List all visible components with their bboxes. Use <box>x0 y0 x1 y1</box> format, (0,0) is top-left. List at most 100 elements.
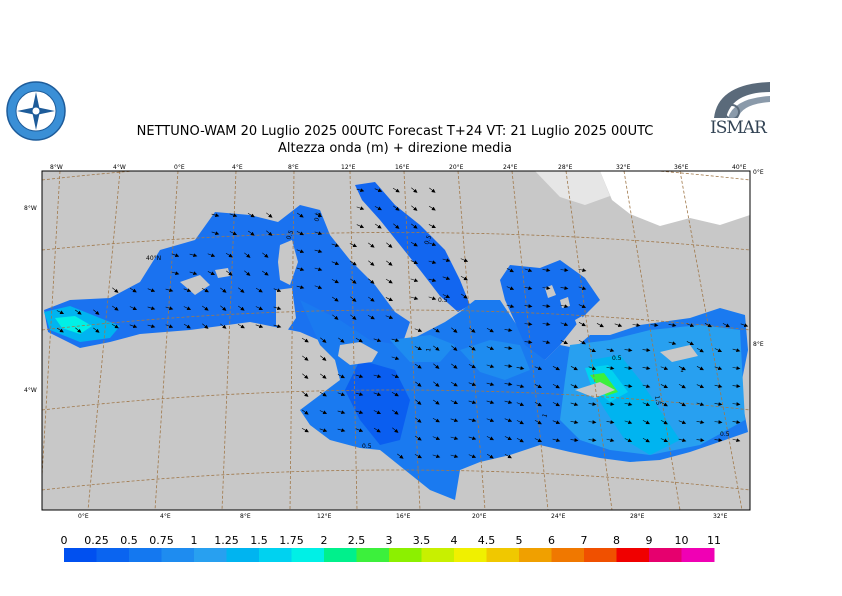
legend-label: 1.25 <box>214 534 239 547</box>
direction-arrow <box>570 402 579 407</box>
direction-arrow <box>578 339 586 345</box>
lon-label: 4°E <box>160 513 171 520</box>
direction-arrow <box>442 258 451 263</box>
direction-arrow <box>660 402 668 407</box>
direction-arrow <box>386 242 393 248</box>
direction-arrow <box>542 286 551 291</box>
legend-swatch <box>324 548 357 562</box>
direction-arrow <box>262 252 269 258</box>
direction-arrow <box>650 323 659 328</box>
direction-arrow <box>183 306 192 311</box>
direction-arrow <box>469 327 476 333</box>
direction-arrow <box>414 328 423 333</box>
contour-label: 0.5 <box>362 443 372 450</box>
legend-swatch <box>161 548 195 562</box>
direction-arrow <box>642 402 651 407</box>
direction-arrow <box>319 391 327 397</box>
direction-arrow <box>442 294 451 299</box>
direction-arrow <box>450 418 459 423</box>
direction-arrow <box>415 417 422 423</box>
direction-arrow <box>129 324 138 329</box>
direction-arrow <box>373 374 382 379</box>
direction-arrow <box>331 243 340 248</box>
direction-arrow <box>486 418 495 423</box>
direction-arrow <box>129 287 137 293</box>
direction-arrow <box>367 314 375 320</box>
direction-arrow <box>668 341 677 346</box>
contour-label: 0.5 <box>313 211 323 223</box>
direction-arrow <box>411 205 418 211</box>
legend-label: 10 <box>675 534 689 547</box>
direction-arrow <box>468 454 477 459</box>
direction-arrow <box>302 391 309 397</box>
service-logo-icon <box>6 81 66 141</box>
direction-arrow <box>386 260 393 266</box>
direction-arrow <box>486 327 494 333</box>
direction-arrow <box>506 304 515 309</box>
direction-arrow <box>624 384 633 389</box>
direction-arrow <box>171 271 180 276</box>
direction-arrow <box>442 276 451 281</box>
lon-label: 32°E <box>616 164 631 171</box>
direction-arrow <box>534 366 543 371</box>
direction-arrow <box>147 324 156 329</box>
direction-arrow <box>373 427 381 433</box>
direction-arrow <box>171 253 180 258</box>
direction-arrow <box>266 230 273 236</box>
legend-swatch <box>649 548 682 562</box>
direction-arrow <box>451 345 458 351</box>
direction-arrow <box>414 435 422 441</box>
direction-arrow <box>504 400 513 405</box>
direction-arrow <box>319 410 328 415</box>
legend-swatch <box>616 548 650 562</box>
direction-arrow <box>468 436 477 441</box>
direction-arrow <box>486 346 495 351</box>
direction-arrow <box>432 436 441 441</box>
direction-arrow <box>429 187 436 193</box>
direction-arrow <box>506 286 515 291</box>
contour-label: 0.5 <box>285 229 295 241</box>
direction-arrow <box>714 348 723 353</box>
lon-label: 40°E <box>732 164 747 171</box>
direction-arrow <box>732 438 741 443</box>
direction-arrow <box>534 438 543 443</box>
lon-label: 24°E <box>551 513 566 520</box>
direction-arrow <box>374 188 383 193</box>
direction-arrow <box>606 348 615 353</box>
direction-arrow <box>678 438 687 443</box>
direction-arrow <box>588 402 597 407</box>
legend-label: 5 <box>516 534 523 547</box>
direction-arrow <box>451 327 458 333</box>
direction-arrow <box>504 454 512 459</box>
direction-arrow <box>678 402 686 407</box>
direction-arrow <box>428 224 437 229</box>
direction-arrow <box>373 392 382 397</box>
legend-swatch <box>356 548 390 562</box>
legend-label: 0.75 <box>149 534 174 547</box>
direction-arrow <box>660 366 669 371</box>
direction-arrow <box>504 346 513 351</box>
direction-arrow <box>542 322 551 327</box>
direction-arrow <box>237 323 245 329</box>
direction-arrow <box>432 454 441 459</box>
direction-arrow <box>337 374 345 379</box>
direction-arrow <box>296 285 305 290</box>
direction-arrow <box>314 213 323 218</box>
direction-arrow <box>624 348 633 353</box>
direction-arrow <box>56 327 64 333</box>
mediterranean-sea <box>44 182 748 500</box>
direction-arrow <box>349 260 357 266</box>
direction-arrow <box>588 348 597 353</box>
direction-arrow <box>560 340 569 345</box>
legend-label: 8 <box>613 534 620 547</box>
direction-arrow <box>410 296 419 301</box>
legend-label: 11 <box>707 534 721 547</box>
direction-arrow <box>355 392 364 397</box>
graticule <box>42 171 750 510</box>
direction-arrow <box>578 268 587 273</box>
legend-swatch <box>421 548 455 562</box>
direction-arrow <box>624 366 633 371</box>
direction-arrow <box>624 420 633 425</box>
direction-arrow <box>207 253 216 258</box>
direction-arrow <box>410 241 418 247</box>
